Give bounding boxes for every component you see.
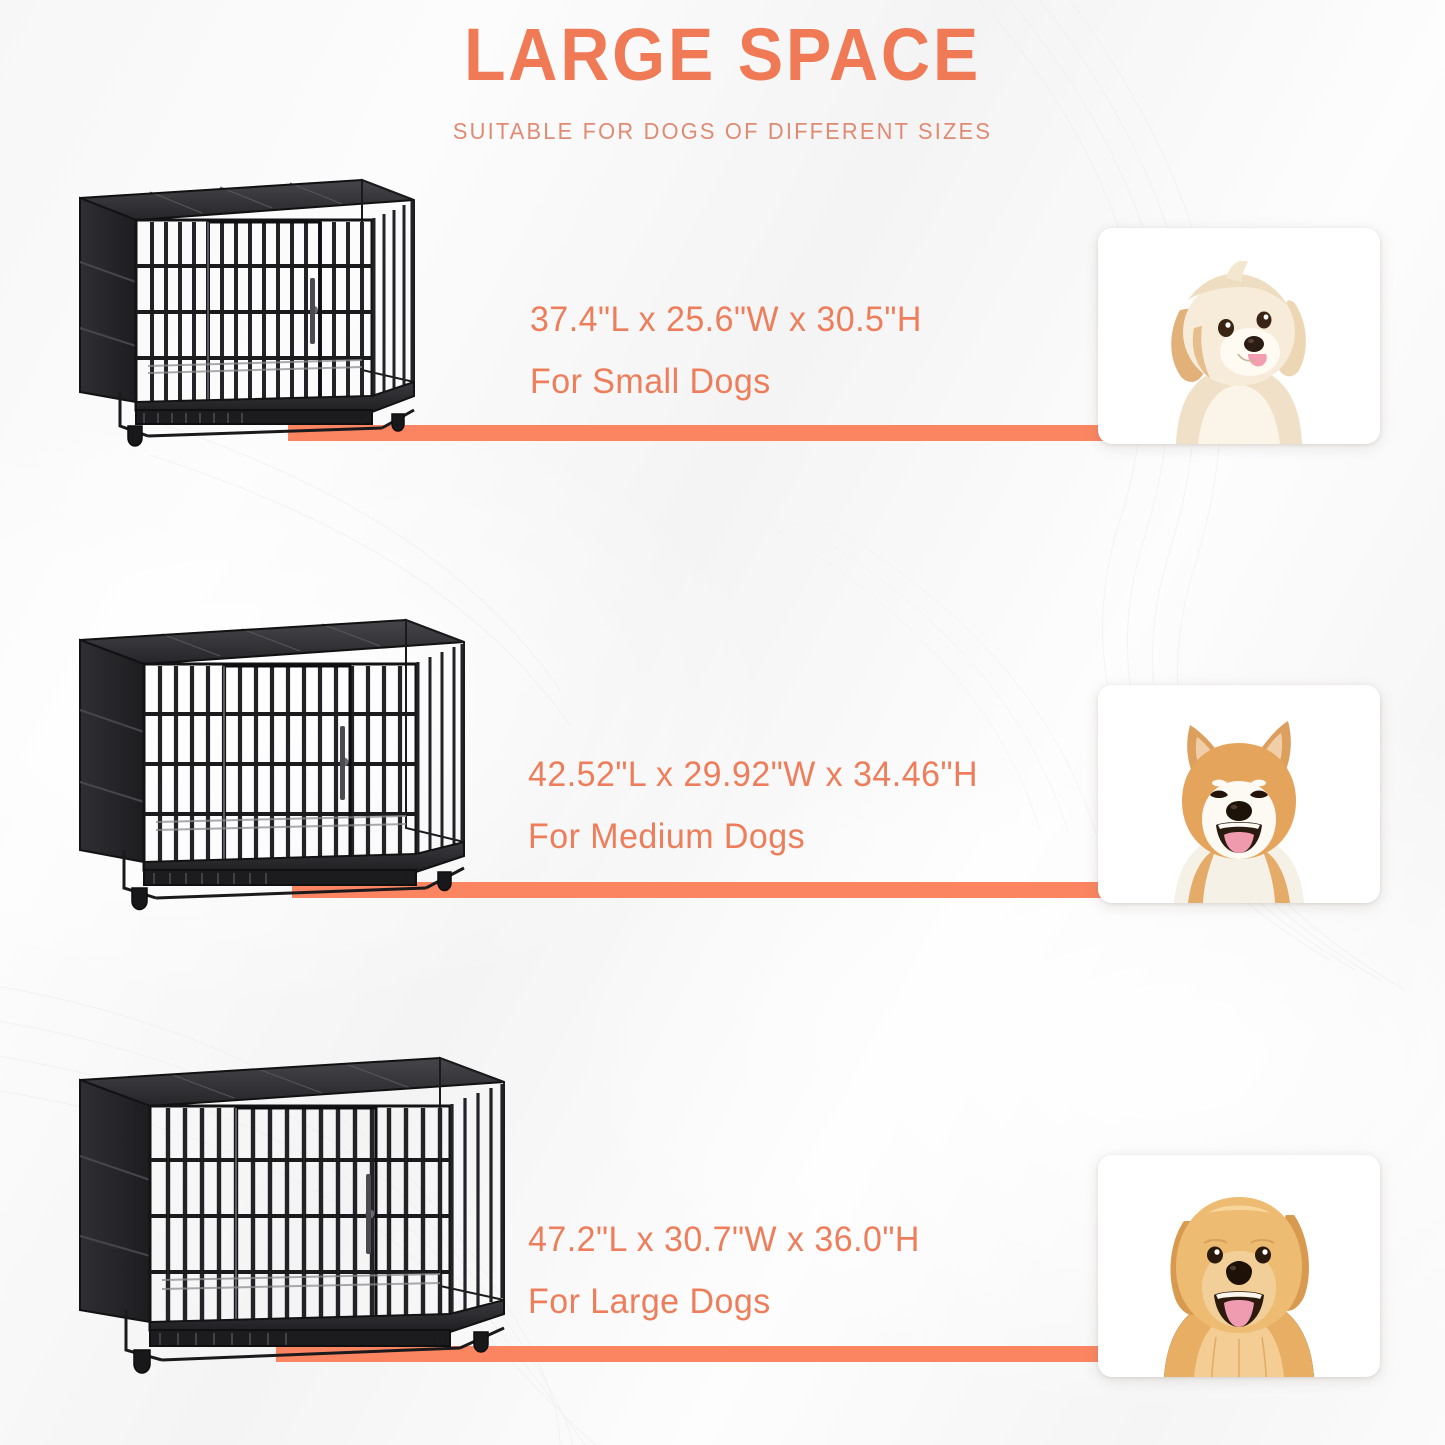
size-row-large: 47.2"L x 30.7"W x 36.0"H For Large Dogs: [0, 1040, 1445, 1395]
audience-large: For Large Dogs: [528, 1282, 771, 1321]
small-dog-image: [1098, 228, 1380, 444]
audience-medium: For Medium Dogs: [528, 817, 806, 856]
size-row-medium: 42.52"L x 29.92"W x 34.46"H For Medium D…: [0, 600, 1445, 930]
dimensions-small: 37.4"L x 25.6"W x 30.5"H: [530, 300, 922, 339]
product-image-small: [62, 170, 422, 460]
product-image-large: [62, 1048, 514, 1388]
dog-photo-card-small: [1098, 228, 1380, 444]
size-text-small: 37.4"L x 25.6"W x 30.5"H For Small Dogs: [530, 300, 934, 402]
dog-photo-card-large: [1098, 1155, 1380, 1377]
size-text-large: 47.2"L x 30.7"W x 36.0"H For Large Dogs: [528, 1220, 932, 1322]
dog-photo-card-medium: [1098, 685, 1380, 903]
size-row-small: 37.4"L x 25.6"W x 30.5"H For Small Dogs: [0, 160, 1445, 480]
dimensions-medium: 42.52"L x 29.92"W x 34.46"H: [528, 755, 978, 794]
page-title: LARGE SPACE: [463, 13, 982, 96]
dimensions-large: 47.2"L x 30.7"W x 36.0"H: [528, 1220, 920, 1259]
product-image-medium: [62, 610, 474, 920]
accent-bar-large: [276, 1346, 1130, 1362]
dog-crate-illustration: [79, 1056, 505, 1374]
accent-bar-small: [288, 425, 1135, 441]
large-dog-image: [1098, 1155, 1380, 1377]
dog-crate-illustration: [79, 178, 415, 447]
dog-crate-illustration: [79, 618, 465, 911]
accent-bar-medium: [292, 882, 1128, 898]
medium-dog-image: [1098, 685, 1380, 903]
page-subtitle: SUITABLE FOR DOGS OF DIFFERENT SIZES: [452, 118, 993, 144]
size-text-medium: 42.52"L x 29.92"W x 34.46"H For Medium D…: [528, 755, 992, 857]
audience-small: For Small Dogs: [530, 362, 771, 401]
header: LARGE SPACE SUITABLE FOR DOGS OF DIFFERE…: [0, 18, 1445, 145]
